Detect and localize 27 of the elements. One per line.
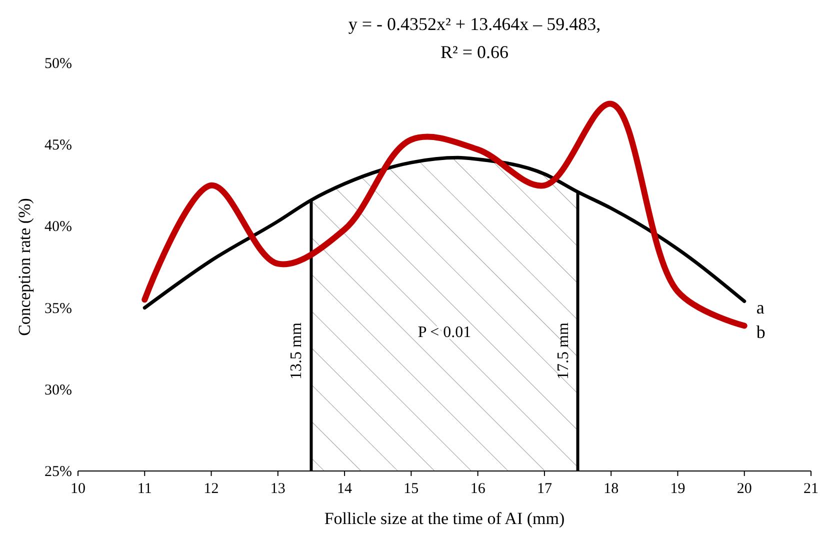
x-tick-label: 10 — [70, 481, 86, 497]
x-tick-label: 12 — [204, 481, 219, 497]
y-tick-label: 50% — [44, 56, 72, 72]
y-tick-label: 35% — [44, 300, 72, 317]
x-tick-label: 21 — [804, 481, 818, 497]
band-label: P < 0.01 — [418, 324, 472, 341]
x-tick-label: 18 — [604, 481, 619, 497]
y-tick-label: 45% — [44, 138, 72, 154]
y-tick-label: 30% — [44, 382, 72, 398]
y-tick-label: 40% — [44, 219, 72, 236]
ref-line-label: 17.5 mm — [554, 322, 572, 380]
series-label: a — [756, 297, 764, 318]
series-label: b — [756, 322, 766, 342]
y-tick-label: 25% — [44, 464, 72, 480]
x-tick-label: 15 — [404, 481, 419, 497]
x-tick-label: 20 — [736, 481, 752, 497]
ref-line-label: 13.5 mm — [288, 322, 306, 380]
x-tick-label: 16 — [470, 481, 486, 497]
x-tick-label: 13 — [270, 481, 286, 497]
x-tick-label: 11 — [137, 481, 152, 497]
x-tick-label: 14 — [337, 481, 353, 497]
x-tick-label: 19 — [670, 481, 686, 497]
chart-title: y = - 0.4352x² + 13.464x – 59.483, — [348, 14, 601, 34]
y-axis-title: Conception rate (%) — [15, 198, 34, 336]
x-axis-title: Follicle size at the time of AI (mm) — [324, 509, 565, 528]
x-tick-label: 17 — [536, 481, 552, 497]
chart-subtitle: R² = 0.66 — [440, 42, 509, 62]
